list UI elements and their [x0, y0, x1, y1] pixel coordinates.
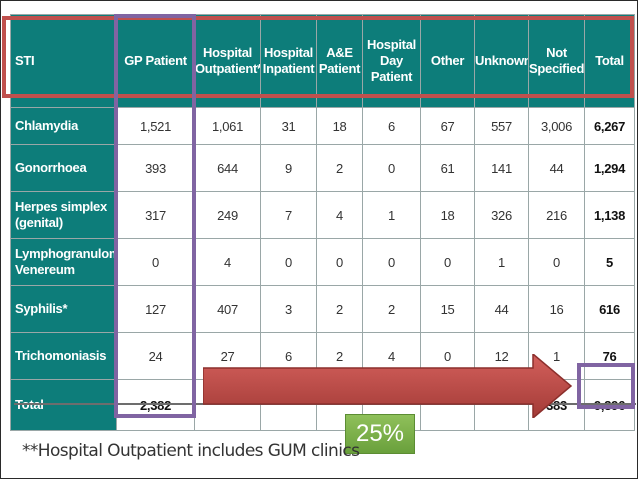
table-cell: 0	[316, 238, 363, 286]
table-cell: 317	[116, 191, 195, 239]
table-cell: 18	[316, 107, 363, 145]
gp-column-highlight-box	[114, 14, 196, 418]
table-cell: 15	[420, 285, 475, 333]
header-hospital-day-patient: Hospital Day Patient	[362, 14, 421, 108]
header-total: Total	[584, 14, 635, 108]
table-cell: 0	[362, 144, 421, 192]
header-row: STI GP Patient Hospital Outpatient** Hos…	[10, 14, 635, 108]
table-cell: 4	[316, 191, 363, 239]
header-other: Other	[420, 14, 475, 108]
table-cell: 0	[362, 238, 421, 286]
table-cell: 2	[362, 285, 421, 333]
row-label: Chlamydia	[10, 107, 117, 145]
table-cell: 644	[194, 144, 261, 192]
table-cell: 216	[528, 191, 585, 239]
table-cell: 3,006	[528, 107, 585, 145]
table-cell: 18	[420, 191, 475, 239]
table-row: Syphilis* 127 407 3 2 2 15 44 16 616	[10, 285, 635, 333]
table-cell: 9	[260, 144, 317, 192]
table-cell: 61	[420, 144, 475, 192]
table-cell: 127	[116, 285, 195, 333]
table-cell: 557	[474, 107, 529, 145]
table-cell: 1,521	[116, 107, 195, 145]
table-cell: 2	[316, 285, 363, 333]
table-cell: 76	[584, 332, 635, 380]
header-highlight-box	[2, 16, 634, 98]
table-cell: 16	[528, 285, 585, 333]
row-label: Herpes simplex (genital)	[10, 191, 117, 239]
row-label: Syphilis*	[10, 285, 117, 333]
table-row: Herpes simplex (genital) 317 249 7 4 1 18 326 21…	[10, 191, 635, 239]
header-ae-patient: A&E Patient	[316, 14, 363, 108]
table-cell: 0	[528, 238, 585, 286]
row-label: Trichomoniasis	[10, 332, 117, 380]
table-cell: 407	[194, 285, 261, 333]
percentage-badge: 25%	[345, 414, 415, 454]
table-cell: 393	[116, 144, 195, 192]
footnote-text: **Hospital Outpatient includes GUM clini…	[22, 441, 360, 461]
table-cell: 1	[362, 191, 421, 239]
table-cell: 67	[420, 107, 475, 145]
right-arrow-icon	[203, 354, 573, 418]
table-cell: 4	[194, 238, 261, 286]
table-cell: 7	[260, 191, 317, 239]
table-cell: 31	[260, 107, 317, 145]
sti-table: STI GP Patient Hospital Outpatient** Hos…	[10, 14, 635, 431]
table-cell: 326	[474, 191, 529, 239]
table-row: Chlamydia 1,521 1,061 31 18 6 67 557 3,006 6,267	[10, 107, 635, 145]
table-cell: 0	[116, 238, 195, 286]
row-label: Gonorrhoea	[10, 144, 117, 192]
table-cell: 616	[584, 285, 635, 333]
table-cell: 2,382	[116, 379, 195, 431]
header-hospital-inpatient: Hospital Inpatient	[260, 14, 317, 108]
table-cell: 249	[194, 191, 261, 239]
table-cell: 0	[260, 238, 317, 286]
row-label: Lymphogranuloma Venereum	[10, 238, 117, 286]
table-cell: 24	[116, 332, 195, 380]
header-not-specified: Not Specified	[528, 14, 585, 108]
table-row: Gonorrhoea 393 644 9 2 0 61 141 44 1,294	[10, 144, 635, 192]
table-cell: 1,061	[194, 107, 261, 145]
table-cell: 1,138	[584, 191, 635, 239]
table-cell: 3	[260, 285, 317, 333]
sti-table-container: STI GP Patient Hospital Outpatient** Hos…	[10, 14, 635, 431]
total-highlight-box	[577, 363, 635, 409]
row-label: Total	[10, 379, 117, 431]
table-cell: 5	[584, 238, 635, 286]
table-cell: 6	[362, 107, 421, 145]
table-cell: 44	[474, 285, 529, 333]
table-row: Lymphogranuloma Venereum 0 4 0 0 0 0 1 0 5	[10, 238, 635, 286]
table-cell: 44	[528, 144, 585, 192]
table-cell: 1,294	[584, 144, 635, 192]
table-cell: 1	[474, 238, 529, 286]
table-cell: 2	[316, 144, 363, 192]
header-unknown: Unknown	[474, 14, 529, 108]
table-cell: 0	[420, 238, 475, 286]
table-cell: 141	[474, 144, 529, 192]
table-cell: 6,267	[584, 107, 635, 145]
